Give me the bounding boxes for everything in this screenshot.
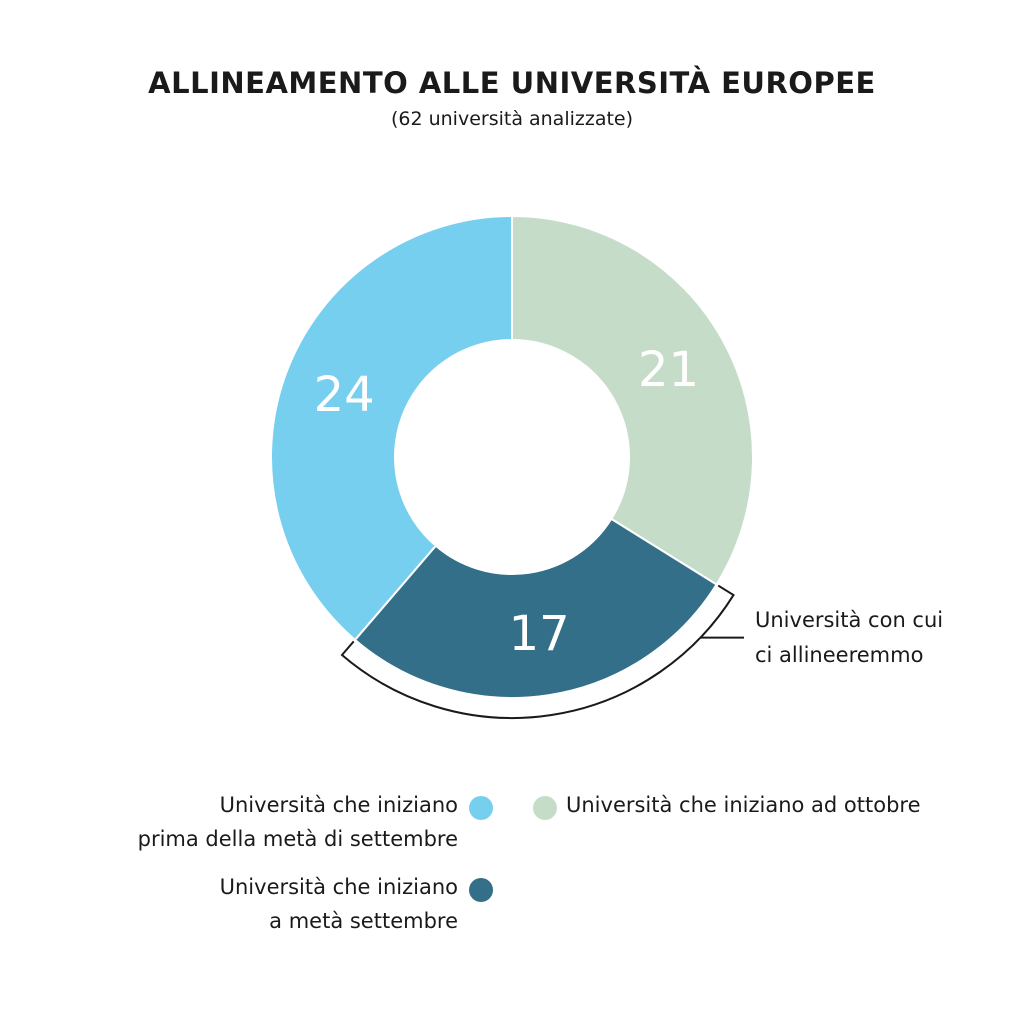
legend-item-mid-september: Università che iniziano a metà settembre <box>100 870 458 938</box>
legend-mid-line-2: a metà settembre <box>269 909 458 933</box>
chart-title: ALLINEAMENTO ALLE UNIVERSITÀ EUROPEE <box>148 66 876 100</box>
legend-swatch-mid-september <box>469 878 493 902</box>
slice-value-label-october: 21 <box>638 342 699 398</box>
legend-early-line-2: prima della metà di settembre <box>137 827 458 851</box>
slice-value-label-early-september: 24 <box>314 367 375 423</box>
legend-swatch-early-september <box>469 796 493 820</box>
annotation-text: Università con cui ci allineeremmo <box>755 603 1015 673</box>
legend-swatch-october <box>533 796 557 820</box>
donut-slices: 21 17 24 <box>270 214 754 699</box>
slice-october <box>511 214 754 586</box>
legend-mid-line-1: Università che iniziano <box>219 875 458 899</box>
annotation-line-2: ci allineeremmo <box>755 643 924 667</box>
legend-item-early-september: Università che iniziano prima della metà… <box>100 788 458 856</box>
annotation-bracket <box>340 584 735 719</box>
annotation-line-1: Università con cui <box>755 608 944 632</box>
slice-value-label-mid-september: 17 <box>509 606 570 662</box>
slice-early-september <box>270 214 513 642</box>
slice-mid-september <box>353 517 718 699</box>
legend-early-line-1: Università che iniziano <box>219 793 458 817</box>
chart-subtitle: (62 università analizzate) <box>390 108 634 130</box>
legend-item-october: Università che iniziano ad ottobre <box>566 793 921 817</box>
